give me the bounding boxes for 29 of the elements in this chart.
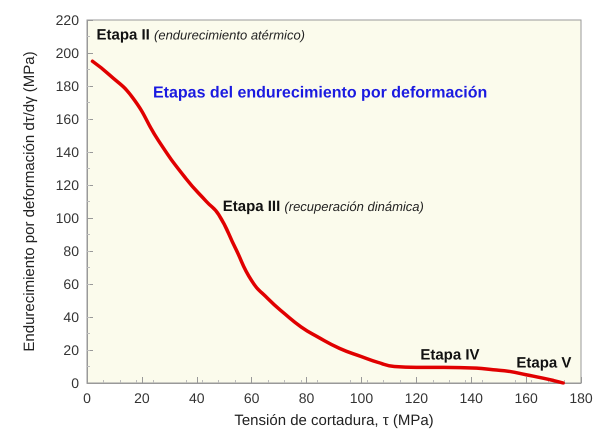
y-tick-label: 80: [63, 243, 80, 259]
annotation: Etapa II (endurecimiento atérmico): [96, 26, 306, 44]
x-tick-label: 20: [134, 390, 150, 406]
x-tick-label: 180: [569, 390, 593, 406]
y-axis-title: Endurecimiento por deformación dτ/dγ (MPa): [21, 51, 38, 352]
y-tick-label: 200: [56, 45, 80, 61]
x-tick-label: 120: [404, 390, 428, 406]
x-tick-label: 80: [298, 390, 315, 406]
y-tick-label: 160: [56, 111, 80, 127]
y-tick-label: 40: [63, 309, 80, 325]
y-tick-label: 120: [56, 177, 80, 193]
x-axis-title: Tensión de cortadura, τ (MPa): [234, 412, 434, 429]
x-tick-label: 40: [188, 390, 205, 406]
y-tick-label: 100: [56, 210, 80, 226]
y-tick-label: 140: [56, 144, 80, 160]
x-tick-label: 140: [460, 390, 484, 406]
x-tick-label: 60: [244, 390, 260, 406]
y-tick-label: 0: [71, 375, 80, 391]
y-tick-label: 60: [63, 276, 80, 292]
y-tick-label: 220: [56, 12, 80, 28]
x-tick-label: 100: [350, 390, 374, 406]
annotation: Etapa IV: [420, 346, 480, 364]
x-tick-label: 0: [83, 390, 92, 406]
y-tick-label: 20: [63, 342, 80, 358]
annotation: Etapa III (recuperación dinámica): [222, 198, 424, 215]
text: Etapas del endurecimiento por deformación: [153, 84, 488, 102]
annotation: Etapa V: [516, 354, 572, 372]
x-tick-label: 160: [514, 390, 538, 406]
y-tick-label: 180: [56, 78, 80, 94]
